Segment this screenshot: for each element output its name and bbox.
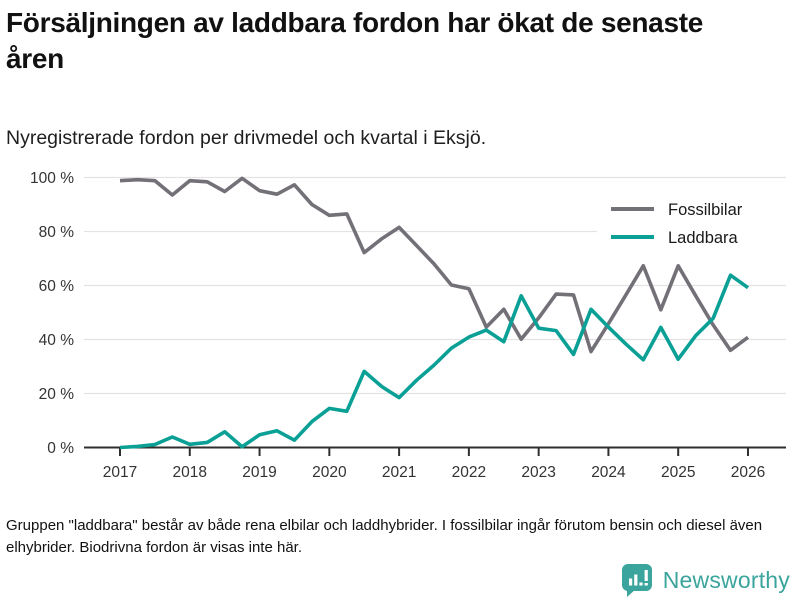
x-axis-label: 2018 (173, 464, 207, 481)
x-axis-label: 2021 (382, 464, 416, 481)
legend-label-fossilbilar: Fossilbilar (668, 201, 743, 219)
x-axis-label: 2019 (242, 464, 276, 481)
newsworthy-logo-text: Newsworthy (662, 566, 790, 593)
y-axis-label: 20 % (39, 386, 75, 403)
y-axis-label: 100 % (30, 170, 74, 187)
vehicle-share-line-chart: 0 % 20 % 40 % 60 % 80 % 100 % 2017 2018 2019 2020… (30, 170, 789, 481)
x-axis-label: 2024 (591, 464, 626, 481)
series-line-fossilbilar (119, 176, 750, 354)
legend-background (597, 192, 789, 250)
y-axis-label: 80 % (39, 224, 75, 241)
newsworthy-logo: Newsworthy (621, 563, 790, 597)
footnote: Gruppen "laddbara" består av både rena e… (6, 517, 763, 557)
x-axis-label: 2017 (103, 464, 137, 481)
y-axis-label: 0 % (47, 440, 74, 457)
x-axis-label: 2026 (731, 464, 765, 481)
legend-label-laddbara: Laddbara (668, 229, 739, 247)
y-axis-label: 40 % (39, 332, 75, 349)
series-line-laddbara (119, 273, 750, 450)
x-axis-label: 2022 (452, 464, 486, 481)
page-title: Försäljningen av laddbara fordon har öka… (6, 7, 704, 75)
x-axis-label: 2020 (312, 464, 347, 481)
x-axis-label: 2025 (661, 464, 695, 481)
chart-subtitle: Nyregistrerade fordon per drivmedel och … (6, 127, 487, 149)
y-axis-label: 60 % (39, 278, 75, 295)
x-axis-label: 2023 (521, 464, 555, 481)
newsworthy-logo-icon (621, 564, 652, 597)
